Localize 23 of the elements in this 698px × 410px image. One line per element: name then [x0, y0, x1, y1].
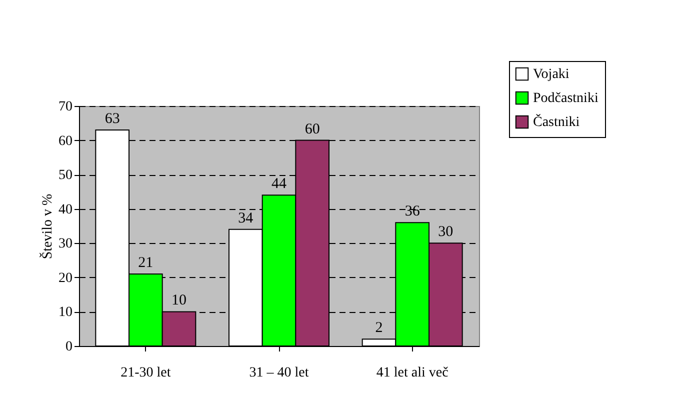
x-tick-label: 31 – 40 let [249, 366, 309, 380]
data-label: 34 [238, 210, 254, 226]
y-tick-label: 0 [66, 340, 72, 354]
y-tick-label: 60 [58, 134, 72, 149]
data-label: 2 [375, 320, 383, 336]
data-label: 60 [304, 121, 320, 138]
y-tick-label: 20 [58, 270, 72, 286]
x-tick-label: 41 let ali več [376, 366, 448, 380]
legend-label: Častniki [533, 113, 580, 130]
y-axis-title: Število v % [38, 194, 56, 260]
data-label: 44 [272, 176, 287, 192]
y-tick-label: 40 [58, 202, 72, 218]
x-tick-label: 21-30 let [120, 366, 171, 380]
data-label: 63 [104, 111, 120, 127]
data-label: 30 [438, 224, 454, 240]
y-tick-label: 70 [58, 100, 72, 114]
data-label: 21 [138, 255, 154, 271]
y-tick-label: 30 [58, 236, 72, 252]
y-tick-label: 10 [58, 305, 72, 320]
legend-label: Vojaki [533, 67, 570, 82]
y-tick-label: 50 [58, 168, 72, 184]
legend-label: Podčastniki [533, 91, 598, 106]
data-label: 10 [172, 292, 186, 309]
